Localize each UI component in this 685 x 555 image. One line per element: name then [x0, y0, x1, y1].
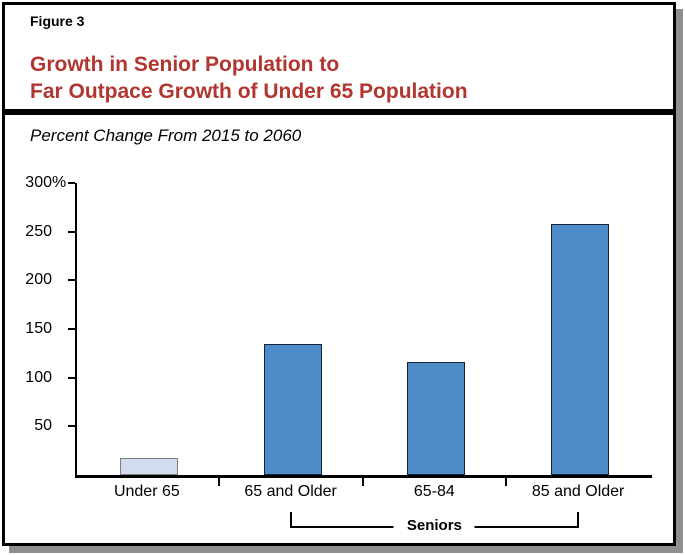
- seniors-group-bracket: Seniors: [289, 512, 580, 535]
- y-axis-unit-suffix: [52, 223, 67, 241]
- y-axis-tick-label: 300%: [5, 174, 67, 192]
- header-divider-rule: [5, 109, 673, 115]
- figure-title-line1: Growth in Senior Population to: [30, 53, 340, 76]
- bar-under-65: [119, 458, 178, 475]
- y-axis-tick: [68, 279, 75, 282]
- y-axis-tick: [68, 328, 75, 330]
- y-axis-tick-value: 200: [25, 271, 52, 289]
- y-axis-unit-suffix: %: [52, 174, 67, 191]
- y-axis-tick: [68, 182, 75, 184]
- y-axis-tick-label: 100: [5, 369, 67, 387]
- y-axis-tick-value: 50: [34, 417, 52, 435]
- y-axis-unit-suffix: [52, 369, 67, 387]
- y-axis-tick: [68, 376, 75, 379]
- x-axis-separator-tick: [505, 478, 508, 486]
- bar-85-and-older: [551, 224, 610, 475]
- y-axis-tick-value: 150: [25, 320, 52, 337]
- y-axis-tick-label: 250: [5, 223, 67, 241]
- bar-cell: [221, 183, 365, 475]
- bar-chart: 50 100 150 200 250 300% Under 65 65 and Older 6…: [25, 174, 675, 553]
- y-axis-tick: [68, 230, 75, 233]
- bar-cell: [508, 183, 652, 475]
- x-axis-category-label: Under 65: [113, 483, 180, 500]
- figure-title-line2: Far Outpace Growth of Under 65 Populatio…: [30, 80, 468, 103]
- y-axis-tick-value: 100: [25, 368, 52, 386]
- y-axis-tick-label: 50: [5, 417, 67, 435]
- y-axis-tick-value: 300: [25, 174, 52, 191]
- seniors-group-label: Seniors: [393, 517, 475, 535]
- x-axis-category-label: 85 and Older: [531, 483, 625, 500]
- y-axis-tick-label: 150: [5, 320, 67, 338]
- y-axis-tick: [68, 425, 75, 428]
- bar-65-and-older: [263, 344, 322, 475]
- y-axis-tick-label: 200: [5, 271, 67, 289]
- bar-cell: [365, 183, 509, 475]
- y-axis-tick-value: 250: [25, 222, 52, 240]
- figure-panel: Figure 3 Growth in Senior Population to …: [2, 2, 676, 546]
- bar-cell: [77, 183, 221, 475]
- y-axis-unit-suffix: [52, 320, 67, 338]
- figure-title: Growth in Senior Population to Far Outpa…: [30, 51, 468, 105]
- bar-65-84: [407, 362, 466, 475]
- x-axis-category-label: 65 and Older: [244, 483, 337, 500]
- chart-subtitle: Percent Change From 2015 to 2060: [30, 126, 302, 145]
- y-axis-unit-suffix: [52, 417, 67, 435]
- x-axis-category-label: 65-84: [413, 483, 455, 500]
- y-axis-unit-suffix: [52, 271, 67, 289]
- x-axis-separator-tick: [361, 478, 364, 486]
- x-axis-separator-tick: [217, 478, 220, 486]
- plot-area: 50 100 150 200 250 300%: [25, 174, 652, 478]
- figure-number: Figure 3: [30, 13, 85, 29]
